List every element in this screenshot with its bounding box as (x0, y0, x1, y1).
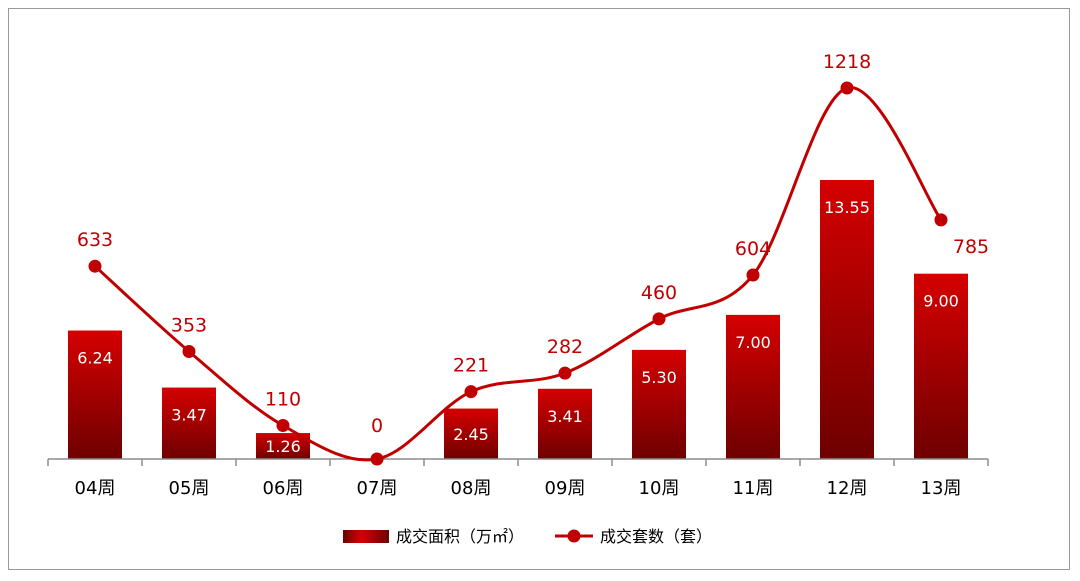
x-tick-label: 05周 (169, 478, 210, 499)
bar-value-label: 7.00 (735, 333, 771, 352)
x-tick-label: 13周 (921, 478, 962, 499)
x-tick-label: 10周 (639, 478, 680, 499)
x-tick-label: 09周 (545, 478, 586, 499)
bar-value-label: 6.24 (77, 349, 113, 368)
bar (914, 273, 968, 459)
line-value-label: 1218 (823, 51, 871, 73)
legend: 成交面积（万㎡） 成交套数（套） (343, 527, 712, 546)
x-tick-label: 06周 (263, 478, 304, 499)
line-value-label: 353 (171, 314, 207, 336)
line-point (88, 259, 102, 273)
x-tick-label: 07周 (357, 478, 398, 499)
line-value-label: 785 (953, 236, 989, 258)
bar (538, 388, 592, 459)
line-value-label: 110 (265, 388, 301, 410)
bars-layer: 6.24 3.47 1.26 2.45 3.41 5.30 7.00 13.55 9.00 (68, 180, 968, 459)
bar (632, 349, 686, 459)
legend-line-marker (567, 529, 581, 543)
bar (726, 314, 780, 459)
line-point (276, 418, 290, 432)
line-point (182, 344, 196, 358)
line-point (464, 385, 478, 399)
line-value-label: 604 (735, 238, 771, 260)
line-layer: 633 353 110 0 221 282 460 604 1218 785 (77, 51, 989, 466)
legend-bar-label: 成交面积（万㎡） (396, 527, 524, 546)
line-point (746, 268, 760, 282)
line-point (652, 312, 666, 326)
line-value-label: 0 (371, 415, 383, 437)
line-point (558, 366, 572, 380)
bar-value-label: 2.45 (453, 425, 489, 444)
bar (68, 330, 122, 459)
bar-value-label: 13.55 (824, 198, 870, 217)
line-value-label: 221 (453, 355, 489, 377)
bar-value-label: 1.26 (265, 437, 301, 456)
legend-line-label: 成交套数（套） (600, 527, 712, 546)
bar-value-label: 3.47 (171, 406, 207, 425)
bar (162, 387, 216, 459)
line-value-label: 460 (641, 282, 677, 304)
x-tick-label: 11周 (733, 478, 774, 499)
line-point (370, 452, 384, 466)
bar (444, 408, 498, 459)
chart-frame (8, 8, 1070, 570)
bar-value-label: 5.30 (641, 368, 677, 387)
x-tick-label: 12周 (827, 478, 868, 499)
x-tick-label: 08周 (451, 478, 492, 499)
line-value-label: 633 (77, 229, 113, 251)
legend-bar-swatch (343, 530, 389, 543)
line-point (934, 213, 948, 227)
bar-value-label: 3.41 (547, 407, 583, 426)
line-series-path (93, 86, 943, 462)
bar (820, 180, 874, 459)
line-point (840, 81, 854, 95)
line-value-label: 282 (547, 336, 583, 358)
x-tick-label: 04周 (75, 478, 116, 499)
x-axis: 04周 05周 06周 07周 08周 09周 10周 11周 12周 13周 (47, 458, 989, 499)
bar-value-label: 9.00 (923, 292, 959, 311)
